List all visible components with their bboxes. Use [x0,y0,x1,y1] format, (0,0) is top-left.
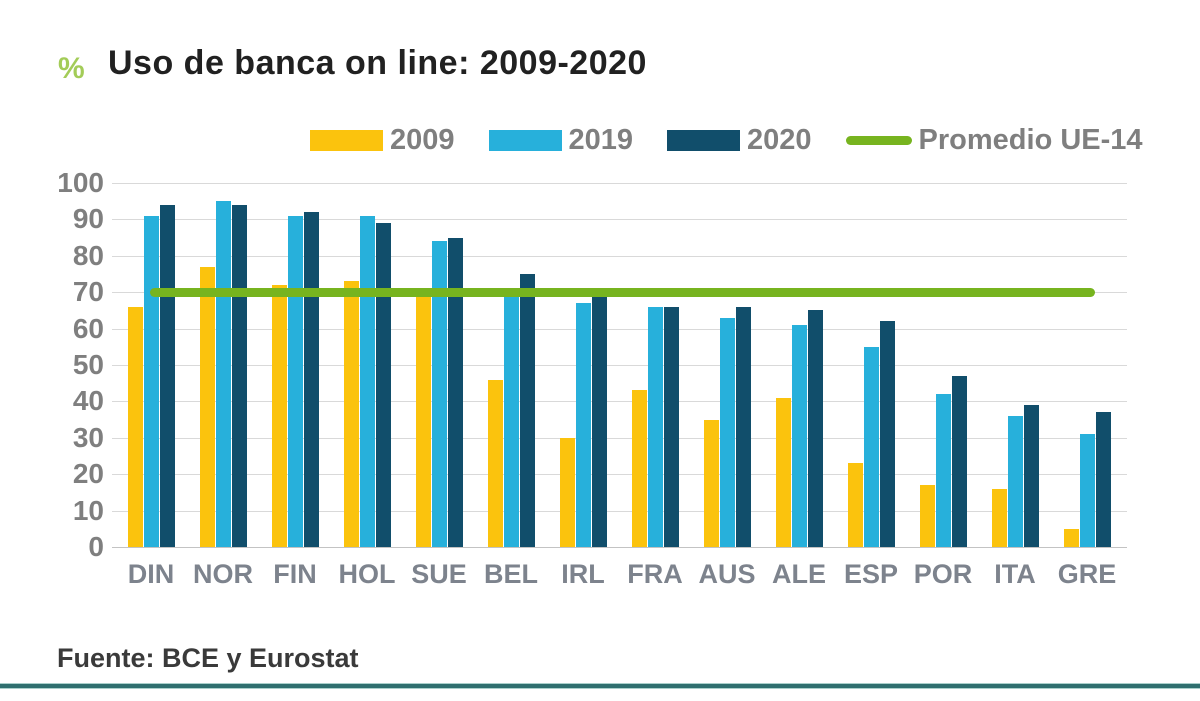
bar-2020-DIN [160,204,175,547]
bar-2020-NOR [232,204,247,547]
legend: 2009 2019 2020 Promedio UE-14 [310,122,1177,158]
y-tick-label-0: 0 [88,531,104,562]
bar-2009-ITA [992,488,1007,547]
bar-2020-ALE [808,310,823,547]
bar-2009-FRA [632,390,647,547]
bar-2020-GRE [1096,412,1111,547]
gridline-60 [112,328,1127,330]
bar-2020-ITA [1024,405,1039,547]
gridline-40 [112,401,1127,403]
average-line [150,287,1095,297]
bar-2019-BEL [504,295,519,547]
average-line-icon [845,135,912,145]
bar-2009-AUS [704,419,719,547]
bottom-border-line [0,684,1200,688]
bar-2019-ALE [792,324,807,547]
bar-2009-POR [920,485,935,547]
bar-2019-POR [936,394,951,547]
x-axis-label-HOL: HOL [338,559,396,589]
bar-2019-HOL [360,215,375,547]
bar-2019-FRA [648,306,663,547]
bar-2020-SUE [448,237,463,547]
legend-swatch-2009 [310,129,383,151]
legend-item-average: Promedio UE-14 [845,123,1143,157]
y-tick-label-30: 30 [72,421,104,453]
bar-2020-FIN [304,212,319,547]
gridline-50 [112,365,1127,366]
legend-label-average: Promedio UE-14 [918,123,1143,156]
legend-item-2020: 2020 [667,124,812,157]
x-axis-label-IRL: IRL [561,559,605,589]
x-axis-label-SUE: SUE [411,559,467,589]
y-tick-label-100: 100 [57,167,104,198]
bar-2009-HOL [344,281,359,547]
x-axis-label-FRA: FRA [627,559,683,589]
gridline-80 [112,255,1127,257]
gridline-10 [112,510,1127,512]
x-axis-label-BEL: BEL [484,559,538,589]
legend-label-2020: 2020 [747,123,812,156]
bar-2019-GRE [1080,434,1095,547]
gridline-90 [112,219,1127,221]
bar-2019-DIN [144,215,159,547]
chart-title: Uso de banca on line: 2009-2020 [108,44,647,82]
bar-2019-FIN [288,215,303,547]
bar-2009-GRE [1064,528,1079,547]
legend-item-2009: 2009 [310,124,455,157]
legend-swatch-2020 [667,129,741,151]
gridline-20 [112,474,1127,476]
legend-label-2009: 2009 [390,123,455,156]
x-axis-label-POR: POR [913,559,973,589]
bar-2009-IRL [560,437,575,547]
bar-2019-ESP [864,346,879,547]
bar-2009-FIN [272,284,287,547]
percent-symbol: % [58,52,85,85]
bar-2019-SUE [432,241,447,547]
x-axis-label-ESP: ESP [843,559,899,589]
bar-2020-BEL [520,274,535,547]
y-tick-label-10: 10 [72,494,104,526]
y-tick-label-20: 20 [72,458,104,490]
y-tick-label-80: 80 [72,239,104,271]
gridline-100 [112,183,1127,184]
legend-swatch-2019 [488,129,562,151]
bar-2020-HOL [376,223,391,547]
x-axis-label-NOR: NOR [193,559,253,589]
x-axis-label-ALE: ALE [772,559,826,589]
bar-2009-BEL [488,379,503,547]
bar-2009-NOR [200,266,215,547]
bar-2020-AUS [736,306,751,547]
source-note: Fuente: BCE y Eurostat [57,643,359,673]
x-axis-label-GRE: GRE [1057,559,1117,589]
y-tick-label-50: 50 [72,349,104,380]
bar-2019-NOR [216,201,231,547]
bar-2020-FRA [664,306,679,547]
x-axis-label-FIN: FIN [273,559,317,589]
bar-2020-IRL [592,295,607,547]
y-tick-label-90: 90 [72,203,104,235]
plot-area: DIN NOR FIN HOL SUE BEL IRL FRA AUS ALE ESP POR ITA G… [112,183,1127,589]
x-axis-label-ITA: ITA [994,559,1036,589]
bar-2009-SUE [416,292,431,547]
x-axis-label-DIN: DIN [127,559,175,589]
bar-2019-IRL [576,303,591,547]
legend-label-2019: 2019 [568,123,634,156]
y-tick-label-70: 70 [72,276,104,308]
bar-2009-ESP [848,463,863,547]
gridline-30 [112,437,1127,439]
bar-2009-DIN [128,306,143,547]
bar-2019-ITA [1008,415,1023,547]
y-axis: 0 10 20 30 40 50 60 70 80 90 100 [0,168,104,562]
bar-2009-ALE [776,397,791,547]
gridline-0 [112,547,1127,548]
y-tick-label-60: 60 [72,312,104,344]
bar-2020-POR [952,375,967,547]
bar-2020-ESP [880,321,895,547]
legend-item-2019: 2019 [488,123,634,157]
y-tick-label-40: 40 [72,385,104,417]
bar-2019-AUS [720,317,735,547]
x-axis-label-AUS: AUS [698,559,756,589]
